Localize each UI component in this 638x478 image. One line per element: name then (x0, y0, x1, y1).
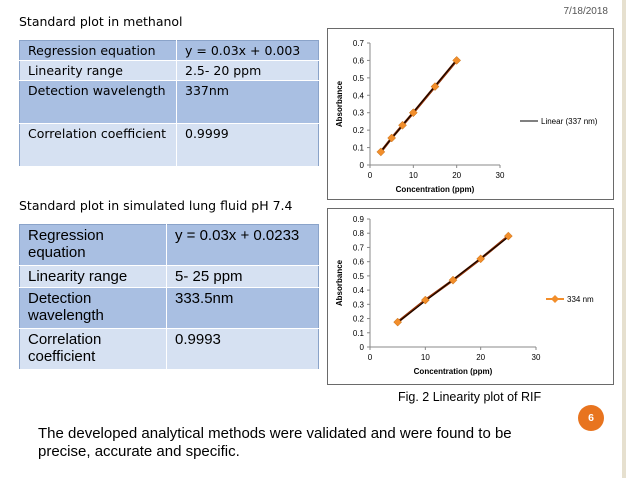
figure-caption: Fig. 2 Linearity plot of RIF (398, 390, 542, 404)
data-point (420, 295, 430, 305)
table-row: Correlation coefficient 0.9999 (19, 123, 319, 167)
y-tick-label: 0.4 (353, 286, 365, 295)
y-tick-label: 0.7 (353, 243, 365, 252)
y-tick-label: 0.2 (353, 315, 365, 324)
lung-fluid-table: Regression equation y = 0.03x + 0.0233 L… (19, 224, 319, 370)
y-axis-title: Absorbance (335, 259, 344, 306)
row-label: Linearity range (19, 60, 177, 81)
legend-label: 334 nm (567, 295, 594, 304)
legend-label: Linear (337 nm) (541, 117, 598, 126)
data-point (393, 317, 403, 327)
x-tick-label: 30 (532, 353, 541, 362)
table-row: Regression equation y = 0.03x + 0.0233 (19, 224, 319, 266)
y-tick-label: 0 (360, 343, 365, 352)
methanol-chart-svg: 0 0.1 0.2 0.3 0.4 0.5 0.6 0.7 0 10 20 30 Concentrati… (335, 39, 598, 194)
row-value: 333.5nm (166, 287, 319, 329)
data-point (408, 108, 418, 118)
data-point (398, 120, 407, 130)
x-axis-title: Concentration (ppm) (414, 367, 493, 376)
row-value: 2.5- 20 ppm (176, 60, 319, 81)
y-tick-label: 0.1 (353, 144, 365, 153)
page-number-badge: 6 (578, 405, 604, 431)
y-tick-label: 0.8 (353, 229, 365, 238)
row-value: y = 0.03x + 0.003 (176, 40, 319, 61)
data-point (430, 82, 440, 91)
y-tick-label: 0.6 (353, 56, 365, 65)
x-tick-label: 10 (409, 171, 418, 180)
row-value: 5- 25 ppm (166, 265, 319, 288)
row-label: Linearity range (19, 265, 167, 288)
x-tick-label: 0 (368, 353, 373, 362)
table-row: Regression equation y = 0.03x + 0.003 (19, 40, 319, 61)
lung-fluid-heading: Standard plot in simulated lung fluid pH… (19, 198, 293, 213)
y-tick-label: 0.5 (353, 74, 365, 83)
lung-fluid-chart-svg: 0 0.1 0.2 0.3 0.4 0.5 0.6 0.7 0.8 0.9 0 10 20 30 Conce… (335, 215, 594, 376)
methanol-heading: Standard plot in methanol (19, 14, 183, 29)
table-row: Correlation coefficient 0.9993 (19, 328, 319, 370)
row-label: Correlation coefficient (19, 123, 177, 167)
x-tick-label: 30 (496, 171, 505, 180)
row-label: Regression equation (19, 40, 177, 61)
y-axis-title: Absorbance (335, 80, 344, 127)
table-row: Linearity range 2.5- 20 ppm (19, 60, 319, 81)
row-value: 0.9993 (166, 328, 319, 370)
methanol-chart: 0 0.1 0.2 0.3 0.4 0.5 0.6 0.7 0 10 20 30 Concentrati… (327, 28, 614, 200)
y-tick-label: 0.3 (353, 109, 365, 118)
y-tick-label: 0.1 (353, 329, 365, 338)
y-tick-label: 0.5 (353, 272, 365, 281)
x-axis-title: Concentration (ppm) (396, 185, 475, 194)
legend-marker (551, 295, 559, 303)
table-row: Detection wavelength 333.5nm (19, 287, 319, 329)
slide-edge-rule (622, 0, 626, 478)
row-value: 0.9999 (176, 123, 319, 167)
y-tick-label: 0.7 (353, 39, 365, 48)
row-label: Detection wavelength (19, 287, 167, 329)
row-label: Correlation coefficient (19, 328, 167, 370)
table-row: Linearity range 5- 25 ppm (19, 265, 319, 288)
table-row: Detection wavelength 337nm (19, 80, 319, 124)
data-point (387, 133, 397, 143)
data-point (376, 147, 386, 157)
y-tick-label: 0.4 (353, 91, 365, 100)
y-tick-label: 0.6 (353, 258, 365, 267)
row-label: Detection wavelength (19, 80, 177, 124)
row-value: 337nm (176, 80, 319, 124)
lung-fluid-chart: 0 0.1 0.2 0.3 0.4 0.5 0.6 0.7 0.8 0.9 0 10 20 30 Conce… (327, 208, 614, 385)
x-tick-label: 20 (476, 353, 485, 362)
data-point (476, 254, 486, 264)
data-point (503, 231, 513, 241)
y-tick-label: 0.2 (353, 126, 365, 135)
data-point (452, 56, 462, 65)
y-tick-label: 0.3 (353, 300, 365, 309)
y-tick-label: 0.9 (353, 215, 365, 224)
data-point (448, 275, 458, 285)
x-tick-label: 0 (368, 171, 373, 180)
row-label: Regression equation (19, 224, 167, 266)
row-value: y = 0.03x + 0.0233 (166, 224, 319, 266)
y-tick-label: 0 (360, 161, 365, 170)
x-tick-label: 20 (452, 171, 461, 180)
x-tick-label: 10 (421, 353, 430, 362)
methanol-table: Regression equation y = 0.03x + 0.003 Li… (19, 40, 319, 167)
slide-date: 7/18/2018 (563, 6, 609, 17)
conclusion-text: The developed analytical methods were va… (38, 425, 512, 460)
